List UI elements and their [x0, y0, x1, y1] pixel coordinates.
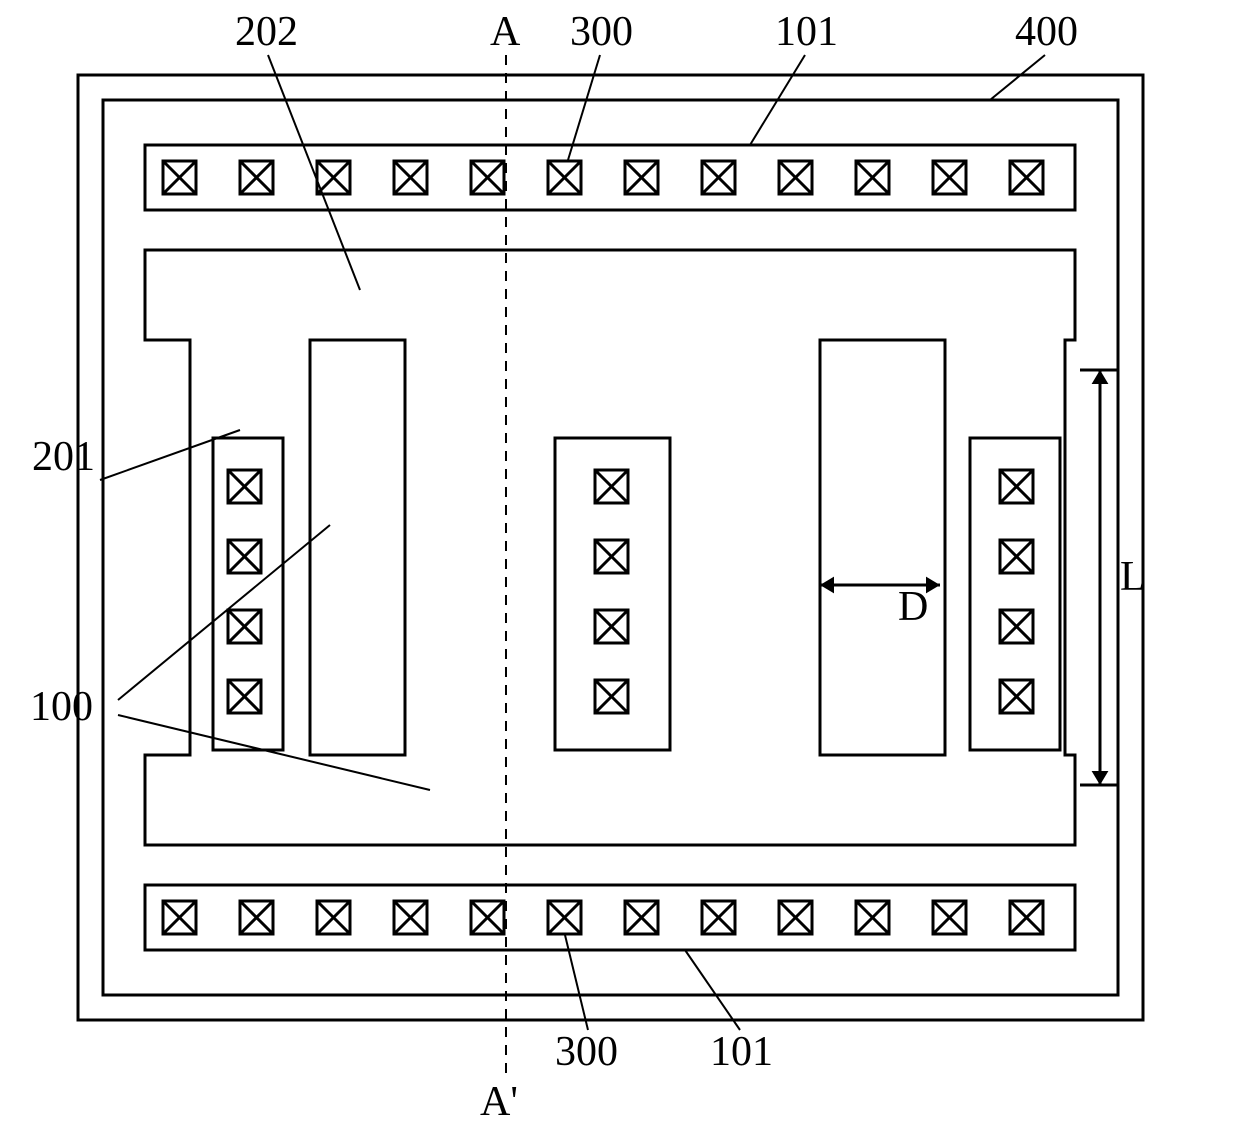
- label-ref_Aprime: A': [480, 1079, 518, 1125]
- label-ref_101_bot: 101: [710, 1029, 773, 1075]
- dim-l-arrow-b: [1092, 771, 1109, 785]
- frame-400: [78, 75, 1143, 1020]
- leader-l_201: [100, 430, 240, 480]
- label-ref_L: L: [1120, 554, 1146, 600]
- label-ref_101_top: 101: [775, 9, 838, 55]
- label-ref_D: D: [898, 584, 928, 630]
- dim-l-arrow-t: [1092, 370, 1109, 384]
- label-ref_300_bot: 300: [555, 1029, 618, 1075]
- contact-strip-bottom: [145, 885, 1075, 950]
- leader-l_400: [990, 55, 1045, 100]
- contact-strip-top: [145, 145, 1075, 210]
- poly-hole-2: [820, 340, 945, 755]
- label-ref_300_top: 300: [570, 9, 633, 55]
- leader-l_202: [268, 55, 360, 290]
- label-ref_201: 201: [32, 434, 95, 480]
- dim-d-arrow-l: [820, 577, 834, 594]
- label-ref_A: A: [490, 9, 521, 55]
- label-ref_202: 202: [235, 9, 298, 55]
- poly-hole-1: [310, 340, 405, 755]
- label-ref_100: 100: [30, 684, 93, 730]
- leader-l_100a: [118, 525, 330, 700]
- label-ref_400: 400: [1015, 9, 1078, 55]
- leader-l_101_bot: [685, 950, 740, 1030]
- leader-l_100b: [118, 715, 430, 790]
